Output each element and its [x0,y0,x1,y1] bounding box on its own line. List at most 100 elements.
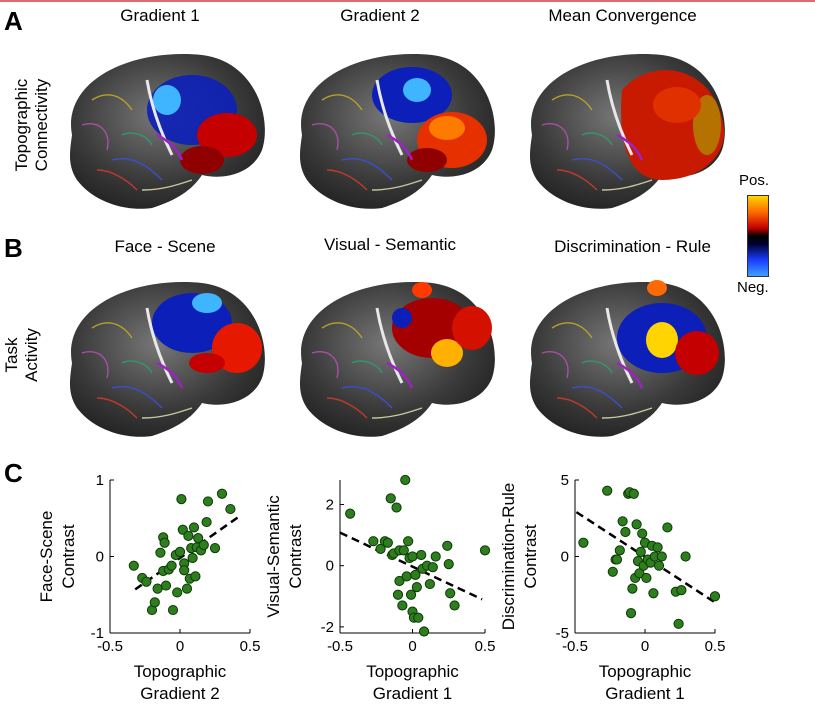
y-axis-label: Contrast [59,524,78,589]
scatter-point [181,583,193,594]
scatter-point [627,583,638,594]
scatter-point [656,551,667,562]
brain-visual-semantic [299,282,495,437]
scatter-point [411,582,422,593]
x-axis-label: Gradient 2 [140,684,219,702]
panel-letter-b: B [4,233,23,263]
scatter-point [607,566,618,577]
scatter-point [662,522,673,533]
scatter-point [676,585,687,596]
scatter-point [641,572,652,584]
y-tick-label: 5 [561,472,569,489]
scatter-point [405,589,417,600]
scatter-point [149,597,160,608]
y-tick-label: 0 [326,558,334,575]
brain-gradient-1 [69,54,265,209]
scatter-point [628,488,639,499]
scatter-point [159,537,170,548]
scatter-point [400,474,411,486]
row-label-task-activity: Task Activity [2,320,42,390]
scatter-point [442,540,453,551]
scatter-point [602,485,613,496]
scatter-point [179,565,190,576]
panel-letter-a: A [4,6,23,36]
brain-gradient-2 [299,54,495,209]
colorbar [747,195,769,277]
scatter-point [410,569,421,580]
scatter-visual-semantic: -0.5 0 0.5 -2 0 2 Topographic Gradient 1 Visual-… [265,474,495,702]
x-tick-label: 0.5 [240,638,261,655]
scatter-point [166,560,177,571]
scatter-point [141,576,152,587]
x-tick-label: 0 [641,638,649,655]
x-tick-label: 0 [408,638,416,655]
scatter-point [611,554,623,565]
y-axis-label: Discrimination-Rule [500,483,518,630]
y-tick-label: 0 [561,549,569,566]
scatter-point [160,580,172,591]
scatter-point [625,608,637,619]
row-label-line-1: Topographic [12,78,31,172]
scatter-point [394,575,405,587]
scatter-point [397,600,408,611]
x-axis-label: Topographic [599,662,692,681]
brain-face-scene [69,282,265,437]
scatter-point [385,493,396,504]
x-tick-label: -0.5 [97,638,123,655]
scatter-point [155,547,166,558]
title-mean-convergence: Mean Convergence [548,6,697,25]
scatter-point [403,536,414,547]
scatter-point [617,516,628,527]
scatter-point [392,589,404,600]
scatter-point [398,545,409,556]
scatter-point [634,568,645,579]
scatter-point [174,546,186,558]
top-border-line [0,0,815,2]
panel-letter-c: C [4,458,23,488]
scatter-point [620,526,631,538]
scatter-point [424,578,435,590]
colorbar-label-neg: Neg. [737,279,769,296]
title-gradient-2: Gradient 2 [340,6,420,25]
x-tick-label: 0 [176,638,184,655]
scatter-point [167,604,179,616]
y-tick-label: -1 [91,625,104,642]
scatter-point [382,537,393,548]
y-axis-label: Visual-Semantic [265,495,283,618]
scatter-point [368,536,379,547]
scatter-point [391,502,402,513]
scatter-point [176,494,187,505]
scatter-point [479,545,491,556]
scatter-point [193,533,204,544]
y-axis-label: Contrast [521,524,540,589]
row-label-line-2: Connectivity [32,78,51,172]
scatter-discrimination-rule: -0.5 0 0.5 -5 0 5 Topographic Gradient 1 Discrim… [500,472,726,702]
x-tick-label: 0.5 [705,638,726,655]
scatter-point [578,537,589,548]
regression-line [134,515,240,591]
brain-discrimination-rule [529,280,725,437]
scatter-point [407,551,418,562]
scatter-point [635,546,646,558]
scatter-point [652,542,663,553]
scatter-point [413,612,424,623]
scatter-point [673,618,684,629]
scatter-point [637,528,648,539]
scatter-point [449,600,460,611]
row-label-line-1: Task [2,337,21,373]
y-tick-label: 2 [326,496,334,513]
row-label-topographic-connectivity: Topographic Connectivity [12,70,52,180]
scatter-point [187,552,198,564]
scatter-point [427,562,438,573]
scatter-point [198,539,209,551]
scatter-face-scene: -0.5 0 0.5 -1 0 1 Topographic Gradient 2 Face-Sc… [37,472,261,702]
scatter-point [190,571,201,582]
x-axis-label: Topographic [366,662,459,681]
scatter-point [216,488,228,499]
row-label-line-2: Activity [22,328,41,382]
scatter-point [648,588,659,599]
scatter-point [680,551,691,562]
scatter-point [401,571,412,582]
title-discrimination-rule: Discrimination - Rule [554,237,711,256]
regression-line [339,531,483,601]
